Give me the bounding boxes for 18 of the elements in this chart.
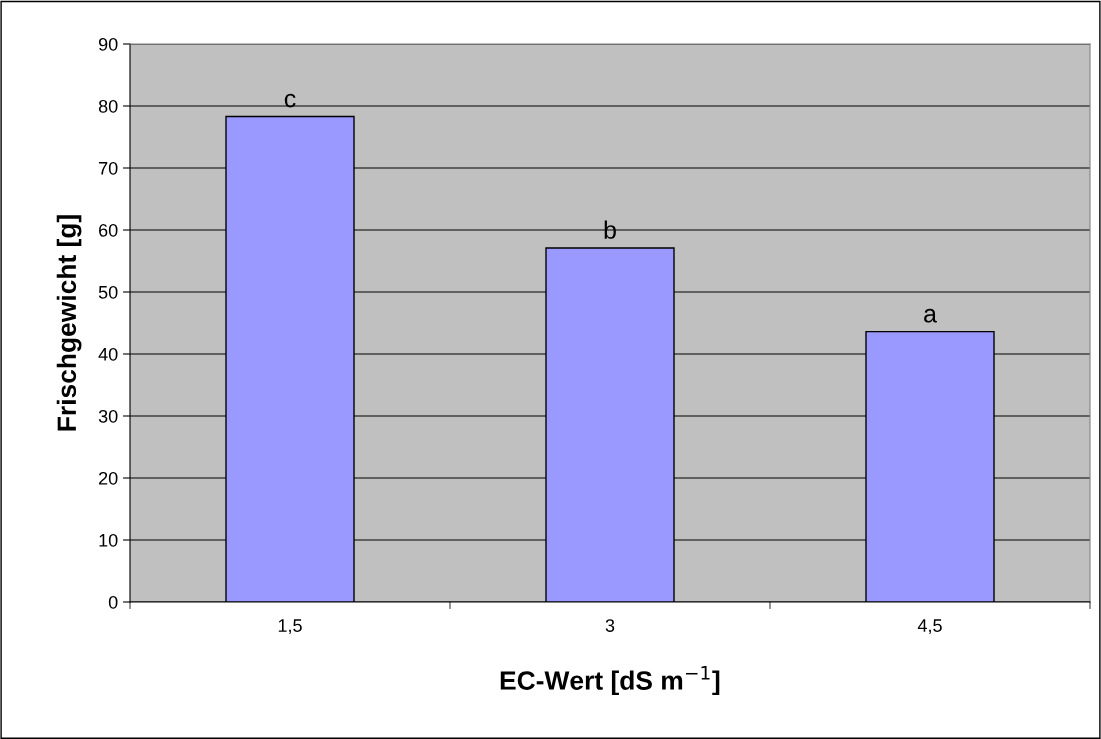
x-tick-label: 1,5 [278, 619, 302, 635]
y-tick-label: 20 [99, 471, 118, 485]
y-tick-label: 30 [98, 409, 118, 423]
y-tick-label: 80 [98, 99, 118, 113]
y-tick-label: 0 [108, 595, 118, 609]
y-tick-label: 10 [99, 533, 118, 547]
y-axis-title: Frischgewicht [g] [56, 215, 82, 431]
y-tick-label: 50 [98, 285, 118, 299]
y-tick-label: 90 [98, 37, 118, 51]
x-axis-title: EC-Wert [dS m$^{−1}$] [500, 666, 720, 696]
annotation: a [924, 308, 937, 323]
x-tick-label: 3 [605, 619, 615, 632]
annotation: c [284, 93, 296, 108]
y-tick-label: 60 [99, 223, 118, 237]
y-tick-label: 70 [99, 161, 118, 175]
x-tick-label: 4,5 [917, 619, 942, 635]
y-tick-label: 40 [98, 347, 118, 361]
annotation: b [604, 220, 616, 239]
